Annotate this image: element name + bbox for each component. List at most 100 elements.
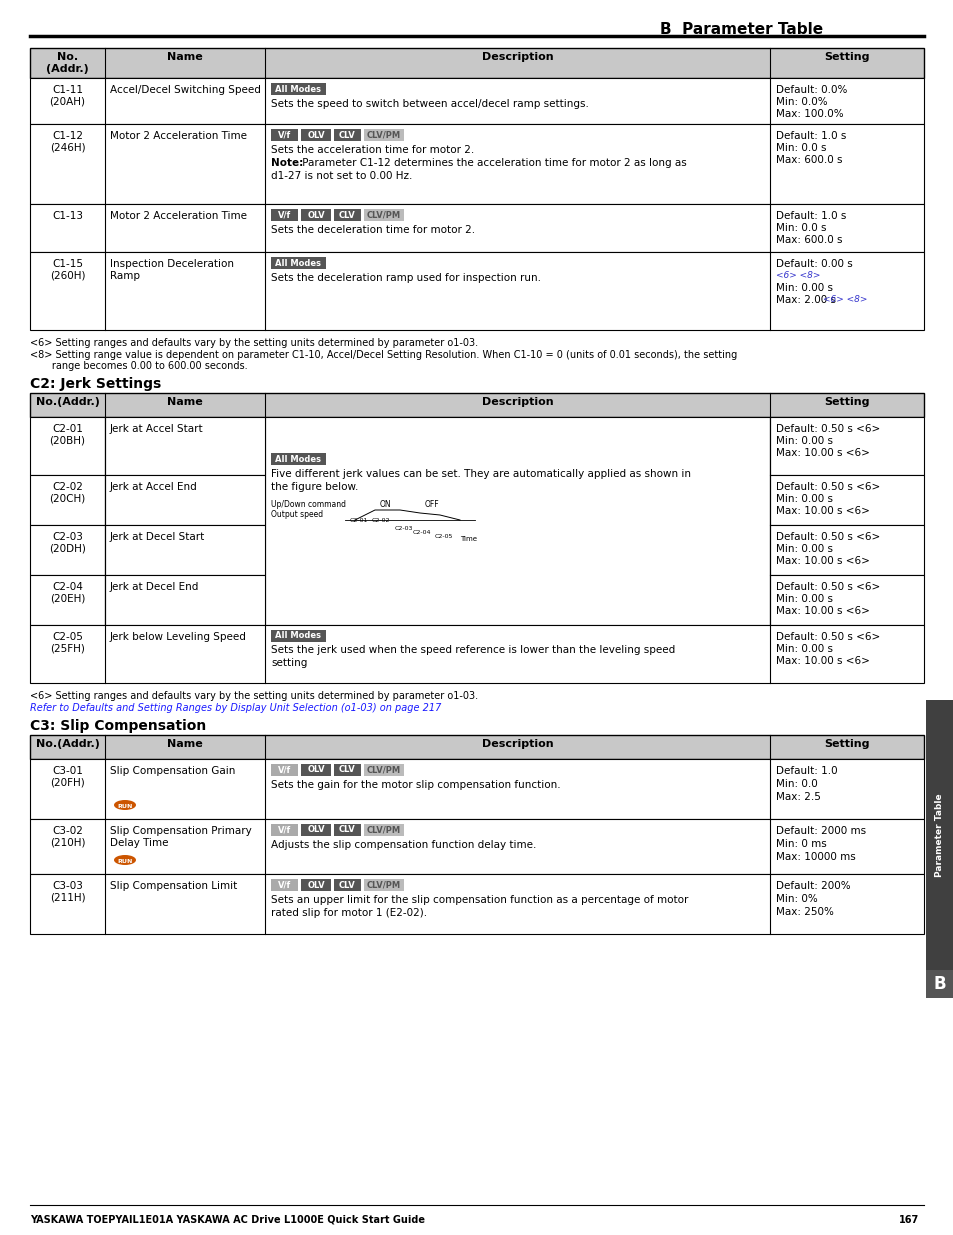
Bar: [271, 630, 326, 642]
Text: Max: 10000 ms: Max: 10000 ms: [775, 852, 855, 862]
Bar: [334, 128, 360, 141]
Text: Slip Compensation Limit: Slip Compensation Limit: [110, 881, 237, 890]
Bar: [105, 576, 265, 625]
Text: Max: 10.00 s <6>: Max: 10.00 s <6>: [775, 448, 869, 458]
Text: Sets the acceleration time for motor 2.: Sets the acceleration time for motor 2.: [271, 144, 474, 156]
Text: Time: Time: [459, 536, 476, 542]
Text: Max: 600.0 s: Max: 600.0 s: [775, 156, 841, 165]
Bar: [271, 83, 326, 95]
Bar: [105, 475, 265, 525]
Text: <6> Setting ranges and defaults vary by the setting units determined by paramete: <6> Setting ranges and defaults vary by …: [30, 338, 477, 348]
Text: All Modes: All Modes: [275, 454, 321, 463]
Ellipse shape: [113, 800, 136, 810]
Text: Name: Name: [167, 396, 203, 408]
Text: Output speed: Output speed: [271, 510, 323, 519]
Text: Refer to Defaults and Setting Ranges by Display Unit Selection (o1-03) on page 2: Refer to Defaults and Setting Ranges by …: [30, 703, 441, 713]
Text: rated slip for motor 1 (E2-02).: rated slip for motor 1 (E2-02).: [271, 908, 427, 918]
Text: Min: 0.00 s: Min: 0.00 s: [775, 643, 832, 655]
Text: Min: 0.00 s: Min: 0.00 s: [775, 494, 832, 504]
Text: setting: setting: [271, 658, 307, 668]
Text: C2-04: C2-04: [413, 530, 431, 535]
Text: Jerk at Decel End: Jerk at Decel End: [110, 582, 199, 592]
Bar: [334, 209, 360, 221]
Text: V/f: V/f: [277, 825, 291, 835]
Bar: [30, 525, 105, 576]
Text: Five different jerk values can be set. They are automatically applied as shown i: Five different jerk values can be set. T…: [271, 469, 690, 479]
Text: Default: 200%: Default: 200%: [775, 881, 850, 890]
Bar: [30, 625, 923, 683]
Bar: [364, 128, 403, 141]
Text: Min: 0.0 s: Min: 0.0 s: [775, 143, 825, 153]
Text: Min: 0.0 s: Min: 0.0 s: [775, 224, 825, 233]
Text: Note:: Note:: [271, 158, 303, 168]
Text: Default: 0.50 s <6>: Default: 0.50 s <6>: [775, 424, 880, 433]
Bar: [30, 204, 923, 252]
Text: C2-03
(20DH): C2-03 (20DH): [49, 532, 86, 553]
Text: OLV: OLV: [307, 210, 324, 220]
Bar: [334, 879, 360, 890]
Text: Setting: Setting: [823, 739, 869, 748]
Text: C1-11
(20AH): C1-11 (20AH): [50, 85, 86, 106]
Text: the figure below.: the figure below.: [271, 482, 358, 492]
Bar: [301, 879, 331, 890]
Text: Description: Description: [481, 739, 553, 748]
Text: Parameter C1-12 determines the acceleration time for motor 2 as long as: Parameter C1-12 determines the accelerat…: [298, 158, 686, 168]
Text: Max: 10.00 s <6>: Max: 10.00 s <6>: [775, 656, 869, 666]
Text: Description: Description: [481, 52, 553, 62]
Text: Slip Compensation Gain: Slip Compensation Gain: [110, 766, 235, 776]
Bar: [30, 760, 923, 819]
Text: Sets the deceleration ramp used for inspection run.: Sets the deceleration ramp used for insp…: [271, 273, 540, 283]
Bar: [105, 525, 265, 576]
Text: C1-12
(246H): C1-12 (246H): [50, 131, 85, 153]
Text: Setting: Setting: [823, 396, 869, 408]
Text: OLV: OLV: [307, 131, 324, 140]
Text: C2-02: C2-02: [372, 517, 390, 522]
Bar: [265, 417, 769, 625]
Text: B  Parameter Table: B Parameter Table: [659, 22, 822, 37]
Text: Min: 0.00 s: Min: 0.00 s: [775, 543, 832, 555]
Text: Default: 0.00 s: Default: 0.00 s: [775, 259, 852, 269]
Text: CLV: CLV: [338, 825, 355, 835]
Text: Jerk at Accel End: Jerk at Accel End: [110, 482, 197, 492]
Text: Max: 2.5: Max: 2.5: [775, 792, 820, 802]
Text: Default: 0.0%: Default: 0.0%: [775, 85, 846, 95]
Bar: [364, 879, 403, 890]
Text: Sets the jerk used when the speed reference is lower than the leveling speed: Sets the jerk used when the speed refere…: [271, 645, 675, 655]
Text: No.
(Addr.): No. (Addr.): [46, 52, 89, 74]
Bar: [301, 209, 331, 221]
Text: No.(Addr.): No.(Addr.): [35, 739, 99, 748]
Text: C1-13: C1-13: [52, 211, 83, 221]
Bar: [30, 576, 105, 625]
Text: <8> Setting range value is dependent on parameter C1-10, Accel/Decel Setting Res: <8> Setting range value is dependent on …: [30, 350, 737, 359]
Text: All Modes: All Modes: [275, 84, 321, 94]
Text: Default: 0.50 s <6>: Default: 0.50 s <6>: [775, 582, 880, 592]
Text: Max: 10.00 s <6>: Max: 10.00 s <6>: [775, 556, 869, 566]
Text: Sets the deceleration time for motor 2.: Sets the deceleration time for motor 2.: [271, 225, 475, 235]
Text: C1-15
(260H): C1-15 (260H): [50, 259, 85, 280]
Bar: [769, 475, 923, 525]
Bar: [30, 475, 105, 525]
Bar: [271, 257, 326, 269]
Text: CLV: CLV: [338, 131, 355, 140]
Bar: [925, 969, 953, 998]
Text: <6> Setting ranges and defaults vary by the setting units determined by paramete: <6> Setting ranges and defaults vary by …: [30, 692, 477, 701]
Bar: [271, 453, 326, 466]
Text: No.(Addr.): No.(Addr.): [35, 396, 99, 408]
Bar: [271, 128, 297, 141]
Bar: [271, 824, 297, 836]
Bar: [271, 879, 297, 890]
Text: V/f: V/f: [277, 131, 291, 140]
Text: Max: 100.0%: Max: 100.0%: [775, 109, 842, 119]
Text: Min: 0.00 s: Min: 0.00 s: [775, 283, 832, 293]
Text: Max: 10.00 s <6>: Max: 10.00 s <6>: [775, 606, 869, 616]
Ellipse shape: [113, 855, 136, 864]
Text: Default: 0.50 s <6>: Default: 0.50 s <6>: [775, 482, 880, 492]
Text: Sets the speed to switch between accel/decel ramp settings.: Sets the speed to switch between accel/d…: [271, 99, 588, 109]
Text: Sets an upper limit for the slip compensation function as a percentage of motor: Sets an upper limit for the slip compens…: [271, 895, 688, 905]
Text: RUN: RUN: [117, 804, 132, 809]
Text: Default: 1.0 s: Default: 1.0 s: [775, 211, 845, 221]
Text: Default: 2000 ms: Default: 2000 ms: [775, 826, 865, 836]
Bar: [30, 124, 923, 204]
Text: Slip Compensation Primary
Delay Time: Slip Compensation Primary Delay Time: [110, 826, 252, 847]
Text: 167: 167: [898, 1215, 918, 1225]
